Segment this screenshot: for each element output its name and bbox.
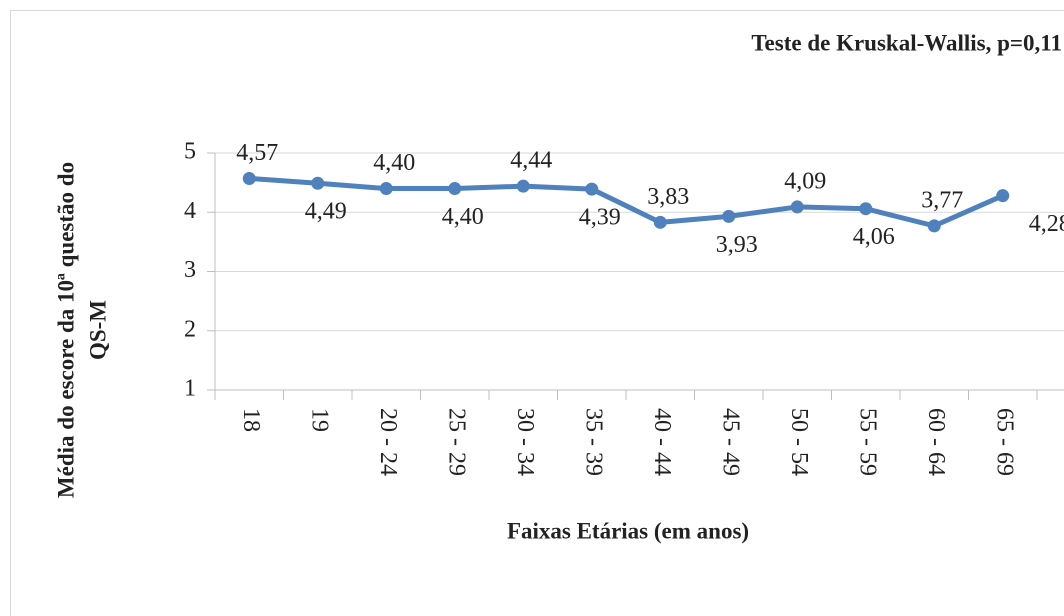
data-label: 4,09 [784,168,826,194]
x-tick-label: 40 - 44 [649,408,675,476]
data-label: 3,77 [921,187,963,213]
data-point [996,189,1010,203]
data-label: 4,40 [442,204,484,230]
data-point [311,176,325,190]
y-tick-label: 4 [184,198,196,224]
x-axis-label: Faixas Etárias (em anos) [507,518,749,543]
data-point [790,200,804,214]
data-point [516,179,530,193]
x-tick-label: 55 - 59 [854,408,880,476]
data-label: 4,28 [1029,211,1064,237]
y-axis-label: Média do escore da 10ª questão do [53,162,78,498]
data-point [653,215,667,229]
x-tick-label: 20 - 24 [375,408,401,476]
x-tick-label: 19 [306,408,332,432]
data-point [722,209,736,223]
data-point [927,219,941,233]
data-point [242,171,256,185]
y-tick-label: 2 [184,316,196,342]
x-tick-label: 45 - 49 [717,408,743,476]
x-tick-label: 35 - 39 [580,408,606,476]
x-tick-label: 65 - 69 [991,408,1017,476]
x-tick-label: 18 [238,408,264,432]
data-point [379,182,393,196]
data-label: 3,83 [647,184,689,210]
x-tick-label: 25 - 29 [443,408,469,476]
data-label: 4,57 [236,140,278,166]
y-tick-label: 5 [184,139,196,165]
data-point [448,182,462,196]
data-point [859,202,873,216]
data-label: 4,06 [853,224,895,250]
y-tick-label: 3 [184,257,196,283]
annotation: Teste de Kruskal-Wallis, p=0,11 [751,30,1062,55]
data-label: 4,49 [305,199,347,225]
x-tick-label: 60 - 64 [923,408,949,476]
data-label: 4,39 [579,205,621,231]
chart-frame [10,10,1064,616]
data-label: 4,44 [510,148,552,174]
y-tick-label: 1 [184,376,196,402]
data-point [585,182,599,196]
data-label: 3,93 [716,232,758,258]
y-axis-label: QS-M [85,300,110,360]
x-tick-label: 30 - 34 [512,408,538,476]
data-line [249,175,1004,229]
data-label: 4,40 [373,150,415,176]
x-tick-label: 50 - 54 [786,408,812,476]
